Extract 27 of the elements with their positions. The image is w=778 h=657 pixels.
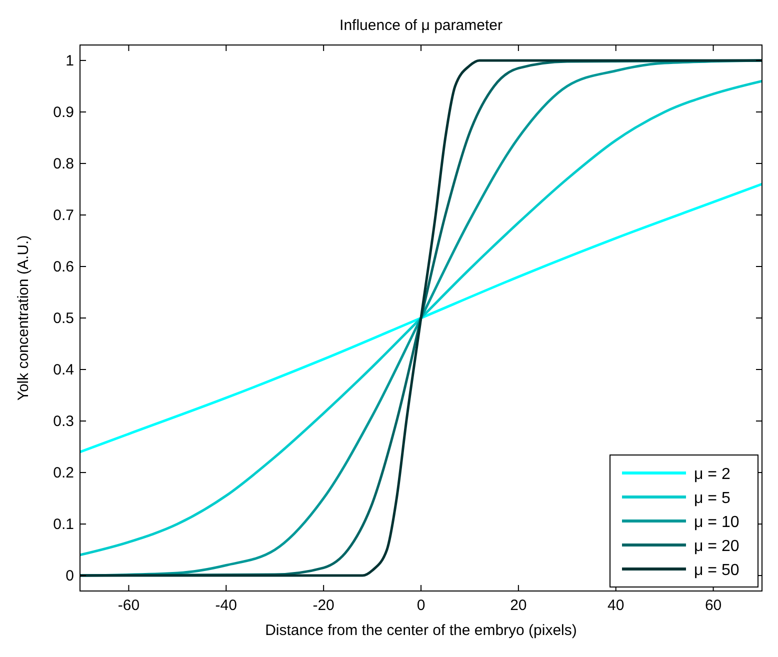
y-tick-label: 0 — [66, 568, 74, 585]
legend-label: μ = 50 — [694, 562, 740, 579]
x-tick-label: 0 — [416, 597, 426, 614]
x-tick-label: -60 — [118, 597, 140, 614]
y-tick-label: 0.4 — [53, 362, 74, 379]
y-tick-label: 0.1 — [53, 516, 74, 534]
y-tick-label: 0.3 — [53, 413, 74, 430]
legend-label: μ = 10 — [694, 514, 740, 531]
y-tick-label: 0.6 — [53, 258, 74, 276]
x-tick-label: 40 — [608, 597, 624, 614]
y-tick-label: 1 — [66, 52, 74, 70]
y-tick-label: 0.9 — [53, 104, 74, 121]
y-tick-label: 0.2 — [53, 464, 74, 482]
x-tick-label: 60 — [704, 597, 722, 614]
y-tick-label: 0.5 — [53, 310, 74, 327]
y-tick-label: 0.8 — [53, 155, 74, 172]
y-tick-label: 0.7 — [53, 206, 74, 224]
chart-title: Influence of μ parameter — [340, 17, 502, 34]
x-tick-label: -40 — [215, 597, 237, 614]
x-tick-label: 20 — [510, 597, 527, 614]
legend-label: μ = 2 — [694, 466, 730, 483]
y-axis-title: Yolk concentration (A.U.) — [15, 235, 32, 401]
line-series — [80, 182, 762, 454]
x-axis-title: Distance from the center of the embryo (pixels) — [265, 622, 577, 639]
legend-label: μ = 5 — [694, 490, 730, 507]
legend-label: μ = 20 — [694, 538, 740, 555]
x-tick-label: -20 — [312, 597, 334, 614]
